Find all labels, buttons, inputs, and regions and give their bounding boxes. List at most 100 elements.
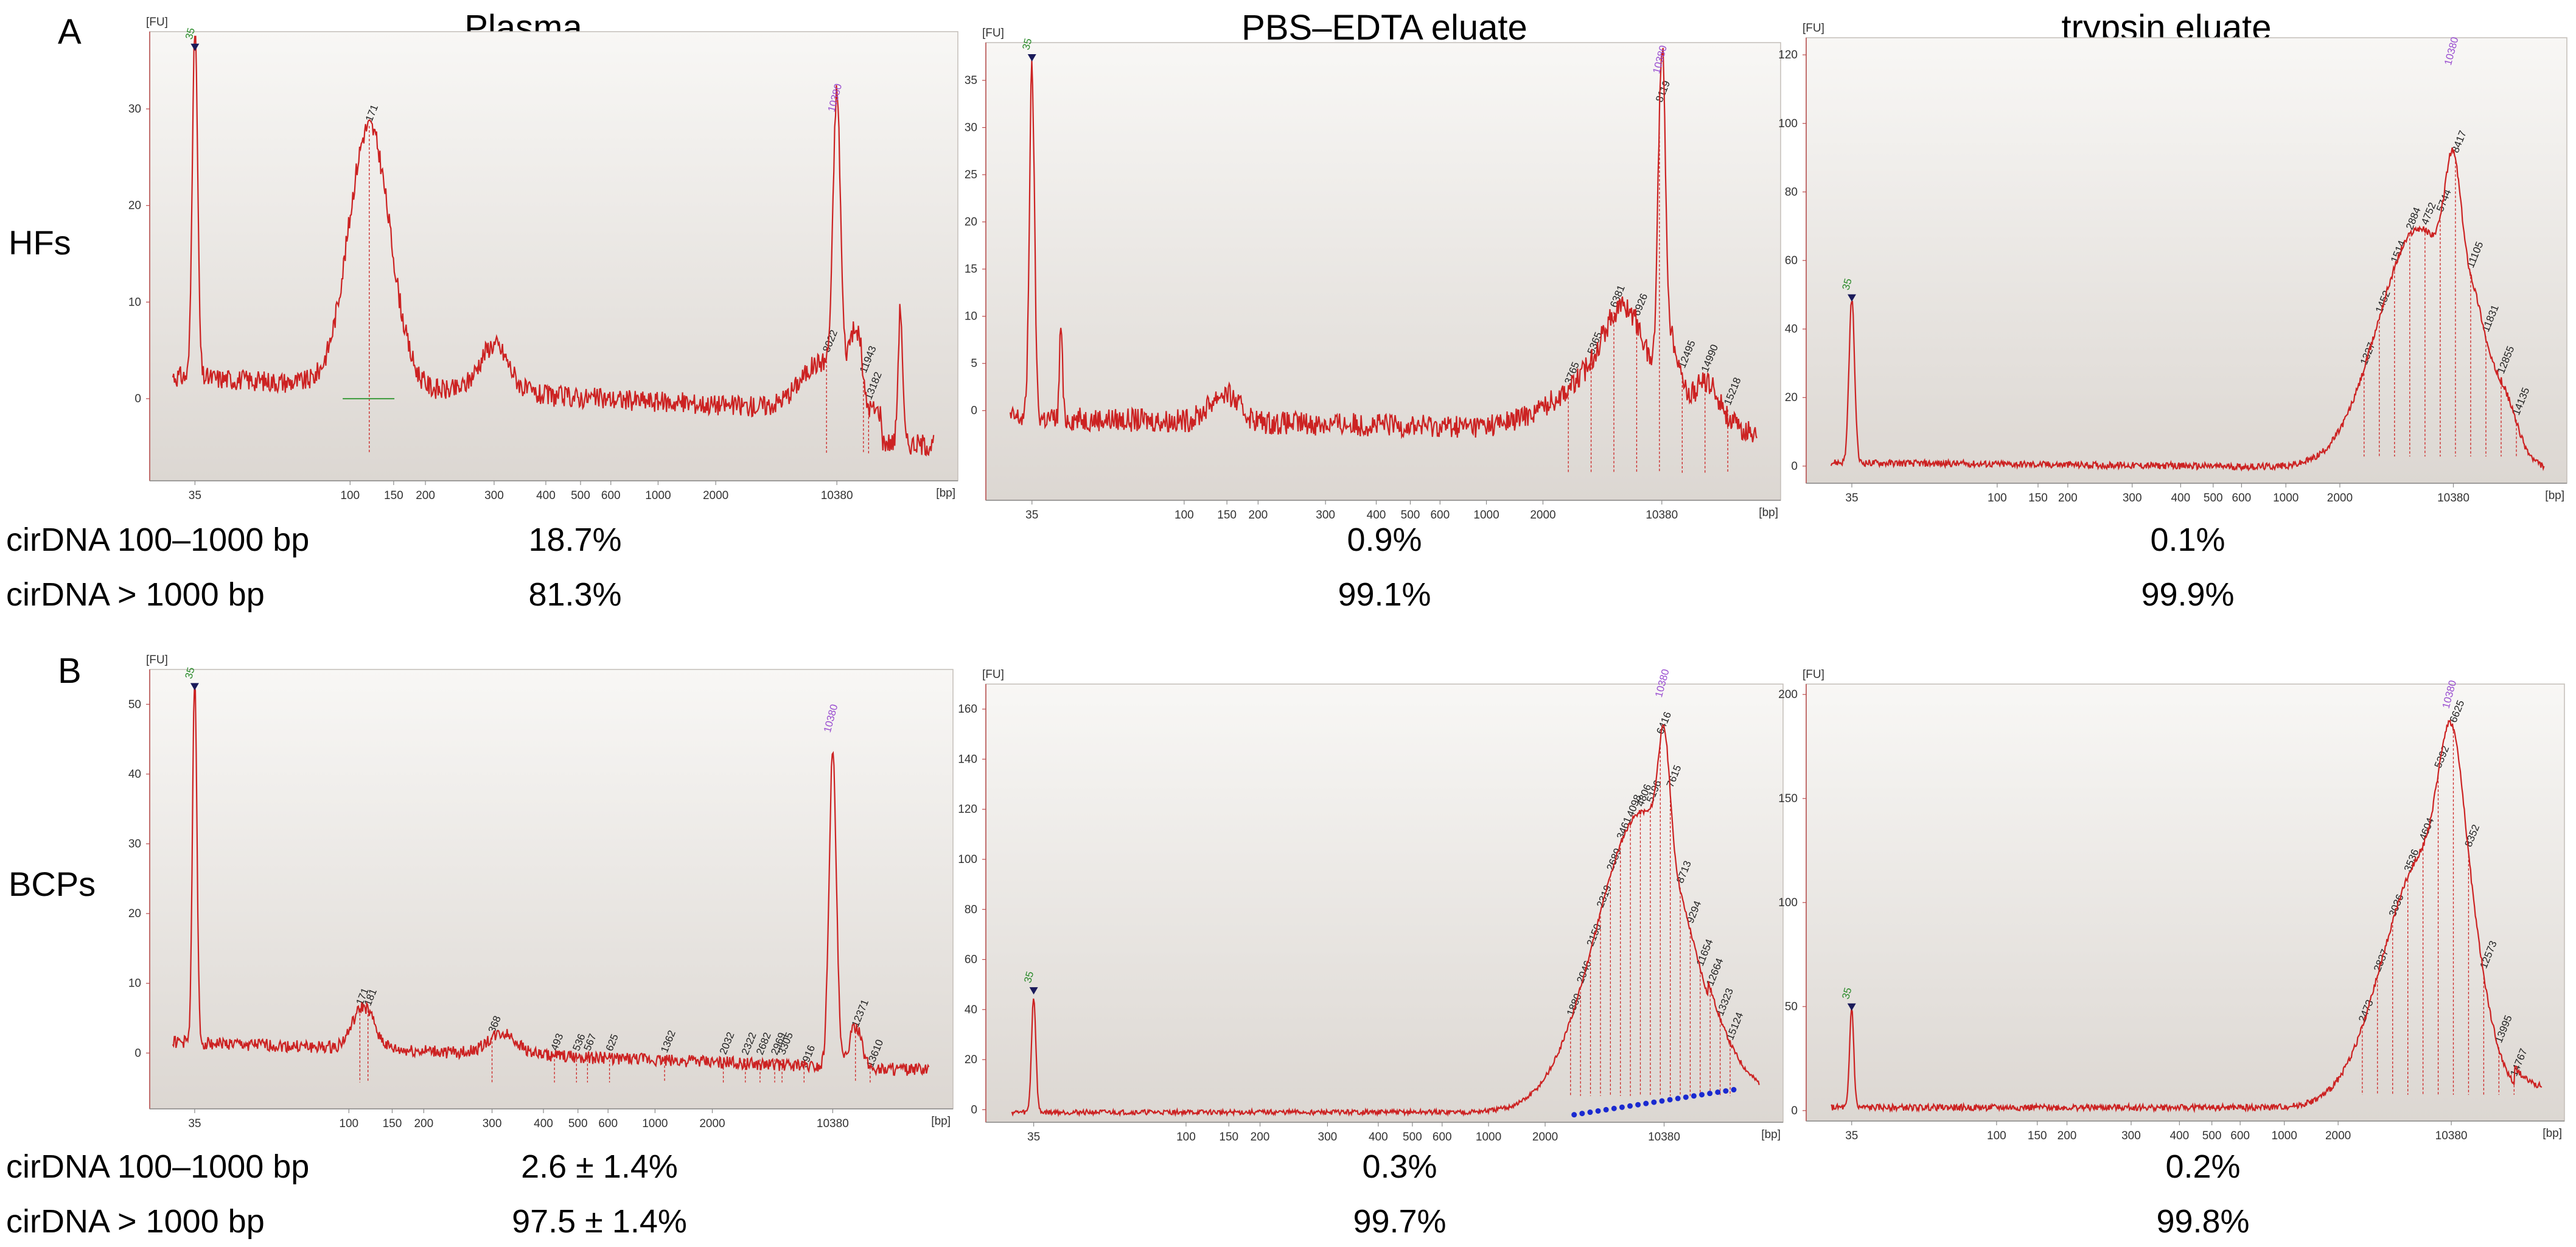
stat-b-pbs-long: 99.7% [1353, 1203, 1446, 1240]
lower-marker-label: 35 [183, 27, 197, 41]
y-unit-label: [FU] [146, 16, 168, 29]
y-tick-label: 60 [1785, 254, 1798, 267]
stat-label-b-short: cirDNA 100–1000 bp [6, 1148, 309, 1185]
y-tick-label: 35 [965, 74, 977, 87]
x-tick-label: 600 [598, 1117, 618, 1130]
panel-label-b: B [58, 651, 82, 691]
x-tick-label: 400 [2169, 1130, 2189, 1142]
region-dot [1675, 1095, 1681, 1102]
x-unit-label: [bp] [1759, 506, 1778, 519]
x-tick-label: 100 [1176, 1131, 1196, 1144]
y-tick-label: 20 [1785, 391, 1798, 404]
y-unit-label: [FU] [982, 668, 1004, 681]
y-tick-label: 80 [965, 903, 977, 916]
x-tick-label: 100 [339, 1117, 358, 1130]
x-tick-label: 100 [1987, 1130, 2006, 1142]
y-tick-label: 50 [1785, 1001, 1798, 1013]
x-tick-label: 10380 [821, 489, 853, 502]
x-tick-label: 150 [384, 489, 403, 502]
x-unit-label: [bp] [936, 487, 955, 500]
region-dot [1587, 1109, 1593, 1116]
x-tick-label: 1000 [645, 489, 671, 502]
lower-marker-label: 35 [1022, 970, 1036, 984]
region-dot [1683, 1094, 1689, 1100]
x-tick-label: 200 [416, 489, 435, 502]
trace-line [1011, 724, 1760, 1117]
y-tick-label: 20 [128, 907, 141, 920]
x-tick-label: 1000 [1473, 509, 1499, 522]
y-tick-label: 20 [128, 200, 141, 212]
region-dot [1691, 1093, 1697, 1099]
y-tick-label: 0 [134, 1047, 141, 1060]
x-tick-label: 200 [1251, 1131, 1270, 1144]
x-tick-label: 35 [1025, 509, 1038, 522]
chart-a-plasma: [FU] [bp] 0 10 20 30 35 100 150 200 300 400 500 600 10… [128, 16, 958, 502]
y-tick-label: 30 [965, 122, 977, 134]
x-tick-label: 500 [571, 489, 590, 502]
region-dot [1643, 1100, 1649, 1106]
stat-a-plasma-short: 18.7% [528, 522, 621, 558]
x-tick-label: 35 [189, 489, 201, 502]
x-tick-label: 2000 [1532, 1131, 1558, 1144]
stat-a-pbs-short: 0.9% [1347, 522, 1422, 558]
stat-label-a-short: cirDNA 100–1000 bp [6, 522, 309, 558]
x-tick-label: 400 [536, 489, 556, 502]
stat-b-plasma-long: 97.5 ± 1.4% [512, 1203, 687, 1240]
x-tick-label: 150 [1219, 1131, 1238, 1144]
chart-b-plasma: [FU] [bp] 0 10 20 30 40 50 35 100 150 200 300 400 500 6… [128, 654, 954, 1130]
x-tick-label: 2000 [1530, 509, 1555, 522]
x-tick-label: 150 [1217, 509, 1237, 522]
chart-a-pbs-edta: [FU] [bp] 0 5 10 15 20 25 30 35 35 100 150 200 300 400 5… [965, 27, 1781, 522]
trace-line [1009, 47, 1757, 442]
y-tick-label: 10 [965, 310, 977, 323]
lower-marker-triangle [1027, 54, 1036, 62]
x-tick-label: 500 [568, 1117, 588, 1130]
stat-b-pbs-short: 0.3% [1362, 1148, 1437, 1185]
x-tick-label: 35 [1027, 1131, 1040, 1144]
y-tick-label: 20 [965, 1053, 977, 1066]
region-dot [1619, 1104, 1625, 1110]
x-tick-label: 200 [2058, 492, 2078, 505]
stat-a-plasma-long: 81.3% [528, 576, 621, 613]
y-tick-label: 200 [1778, 688, 1798, 701]
lower-marker-label: 35 [1840, 987, 1854, 1001]
x-tick-label: 200 [1249, 509, 1268, 522]
x-tick-label: 10380 [1648, 1131, 1680, 1144]
x-tick-label: 35 [188, 1117, 201, 1130]
stat-a-trypsin-long: 99.9% [2141, 576, 2234, 613]
x-tick-label: 1000 [2272, 1130, 2297, 1142]
region-dot [1723, 1088, 1729, 1094]
y-tick-label: 100 [1778, 896, 1798, 909]
chart-b-trypsin: [FU] [bp] 0 50 100 150 200 35 100 150 200 300 400 500… [1778, 668, 2565, 1142]
y-tick-label: 25 [965, 169, 977, 181]
y-tick-label: 140 [958, 753, 977, 766]
y-tick-label: 150 [1778, 792, 1798, 805]
y-tick-label: 0 [134, 393, 141, 405]
lower-marker-label: 35 [183, 666, 197, 680]
y-tick-label: 10 [128, 977, 141, 990]
trace-line [172, 35, 935, 457]
y-tick-label: 10 [128, 296, 141, 309]
y-tick-label: 0 [971, 405, 977, 417]
x-tick-label: 400 [534, 1117, 553, 1130]
y-tick-label: 30 [128, 103, 141, 116]
y-tick-label: 100 [958, 853, 977, 866]
region-dot [1659, 1098, 1665, 1104]
x-tick-label: 2000 [2327, 492, 2353, 505]
x-unit-label: [bp] [1761, 1128, 1781, 1141]
x-unit-label: [bp] [2545, 489, 2564, 502]
x-tick-label: 600 [2230, 1130, 2250, 1142]
x-tick-label: 100 [1175, 509, 1194, 522]
y-tick-label: 5 [971, 357, 977, 370]
lower-marker-triangle [190, 683, 199, 691]
x-tick-label: 300 [484, 489, 504, 502]
lower-marker-triangle [190, 43, 200, 51]
x-tick-label: 400 [2171, 492, 2190, 505]
region-dot [1627, 1103, 1633, 1109]
x-unit-label: [bp] [2543, 1127, 2562, 1140]
region-dot [1611, 1105, 1617, 1111]
x-tick-label: 500 [1403, 1131, 1422, 1144]
region-dot [1571, 1112, 1577, 1118]
x-tick-label: 1000 [642, 1117, 668, 1130]
x-tick-label: 200 [2058, 1130, 2077, 1142]
